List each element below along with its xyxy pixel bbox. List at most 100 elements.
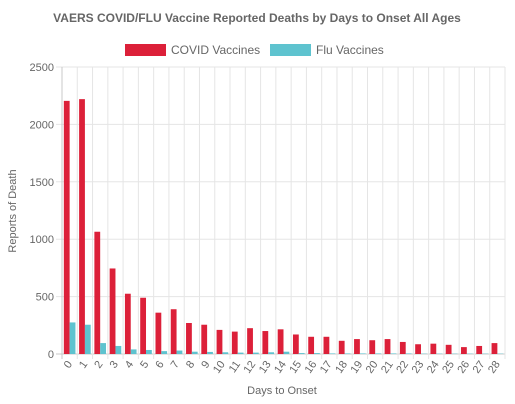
x-tick-label: 17 — [318, 359, 335, 376]
x-tick-label: 19 — [348, 359, 365, 376]
x-tick-label: 28 — [486, 359, 503, 376]
x-tick-label: 5 — [138, 359, 151, 371]
bar-flu[interactable] — [283, 351, 290, 354]
bar-covid[interactable] — [155, 312, 162, 354]
x-tick-label: 20 — [364, 359, 381, 376]
y-tick-label: 500 — [36, 292, 54, 304]
x-tick-label: 2 — [92, 359, 105, 371]
bar-covid[interactable] — [216, 329, 223, 354]
y-tick-label: 2000 — [30, 119, 54, 131]
bar-covid[interactable] — [79, 99, 85, 354]
bar-flu[interactable] — [298, 353, 305, 354]
bar-covid[interactable] — [109, 268, 116, 354]
bar-covid[interactable] — [231, 331, 238, 354]
bar-covid[interactable] — [491, 343, 498, 354]
bar-covid[interactable] — [399, 341, 406, 354]
x-tick-label: 24 — [425, 359, 442, 376]
bar-flu[interactable] — [375, 353, 381, 354]
x-tick-label: 12 — [242, 359, 259, 376]
x-tick-label: 23 — [410, 359, 427, 376]
bar-flu[interactable] — [390, 353, 397, 354]
bar-covid[interactable] — [201, 324, 208, 354]
bar-flu[interactable] — [222, 352, 229, 354]
x-tick-label: 21 — [379, 359, 396, 376]
y-axis-ticks: 0 500 1000 1500 2000 2500 — [30, 62, 54, 361]
legend-swatch-covid[interactable] — [125, 44, 166, 56]
x-tick-label: 27 — [471, 359, 488, 376]
legend: COVID Vaccines Flu Vaccines — [125, 43, 384, 57]
bar-covid[interactable] — [369, 340, 376, 354]
bar-covid[interactable] — [170, 309, 177, 354]
y-tick-label: 1500 — [30, 177, 54, 189]
bar-covid[interactable] — [308, 336, 315, 354]
bar-flu[interactable] — [314, 353, 320, 354]
x-tick-label: 10 — [211, 359, 228, 376]
x-tick-label: 14 — [272, 359, 289, 376]
y-axis-label: Reports of Death — [7, 169, 19, 252]
bar-covid[interactable] — [124, 293, 131, 354]
bar-flu[interactable] — [237, 352, 244, 354]
bar-flu[interactable] — [207, 351, 213, 354]
bar-covid[interactable] — [476, 345, 483, 354]
bar-covid[interactable] — [262, 331, 269, 354]
bars — [63, 99, 504, 355]
y-tick-label: 1000 — [30, 234, 54, 246]
legend-swatch-flu[interactable] — [270, 44, 311, 56]
x-tick-label: 9 — [199, 359, 212, 371]
bar-covid[interactable] — [277, 329, 284, 354]
bar-flu[interactable] — [191, 351, 198, 354]
x-tick-label: 6 — [153, 359, 166, 371]
x-axis-label: Days to Onset — [247, 385, 317, 397]
x-tick-label: 25 — [440, 359, 457, 376]
bar-covid[interactable] — [445, 344, 452, 354]
bar-covid[interactable] — [94, 231, 101, 354]
bar-covid[interactable] — [323, 336, 330, 354]
x-tick-label: 22 — [394, 359, 411, 376]
legend-label-flu[interactable]: Flu Vaccines — [316, 43, 384, 57]
x-tick-label: 26 — [455, 359, 472, 376]
bar-flu[interactable] — [176, 350, 183, 354]
chart-title: VAERS COVID/FLU Vaccine Reported Deaths … — [53, 11, 461, 25]
bar-flu[interactable] — [161, 351, 168, 354]
y-tick-label: 0 — [48, 349, 54, 361]
legend-label-covid[interactable]: COVID Vaccines — [171, 43, 260, 57]
x-tick-label: 18 — [333, 359, 350, 376]
bar-covid[interactable] — [140, 297, 147, 354]
y-tick-label: 2500 — [30, 62, 54, 74]
bar-flu[interactable] — [359, 353, 366, 354]
x-tick-label: 7 — [169, 359, 182, 371]
bar-covid[interactable] — [338, 340, 345, 354]
bar-flu[interactable] — [252, 352, 259, 354]
bar-covid[interactable] — [384, 339, 391, 354]
bar-covid[interactable] — [186, 323, 192, 354]
grid — [56, 66, 506, 359]
x-tick-label: 11 — [227, 359, 243, 375]
bar-flu[interactable] — [344, 353, 351, 354]
bar-flu[interactable] — [84, 324, 91, 354]
bar-covid[interactable] — [63, 100, 70, 355]
bar-flu[interactable] — [130, 349, 137, 354]
x-tick-label: 15 — [287, 359, 304, 376]
x-tick-label: 1 — [77, 359, 90, 371]
bar-flu[interactable] — [100, 343, 106, 354]
x-tick-label: 13 — [257, 359, 274, 376]
bar-flu[interactable] — [268, 352, 275, 354]
x-tick-label: 0 — [62, 359, 75, 371]
bar-covid[interactable] — [415, 344, 421, 354]
bar-covid[interactable] — [247, 328, 253, 354]
bar-covid[interactable] — [354, 339, 360, 354]
bar-covid[interactable] — [430, 343, 437, 354]
bar-flu[interactable] — [329, 353, 336, 354]
bar-flu[interactable] — [115, 345, 122, 354]
x-tick-label: 3 — [108, 359, 121, 371]
bar-covid[interactable] — [292, 334, 299, 354]
x-tick-label: 16 — [303, 359, 320, 376]
bar-flu[interactable] — [146, 349, 152, 354]
x-tick-label: 8 — [184, 359, 197, 371]
bar-flu[interactable] — [69, 322, 76, 354]
x-axis-ticks: 0 1 2 3 4 5 6 7 8 9101112131415161718192021222324… — [62, 359, 503, 376]
bar-flu[interactable] — [405, 353, 412, 354]
bar-covid[interactable] — [461, 347, 467, 354]
